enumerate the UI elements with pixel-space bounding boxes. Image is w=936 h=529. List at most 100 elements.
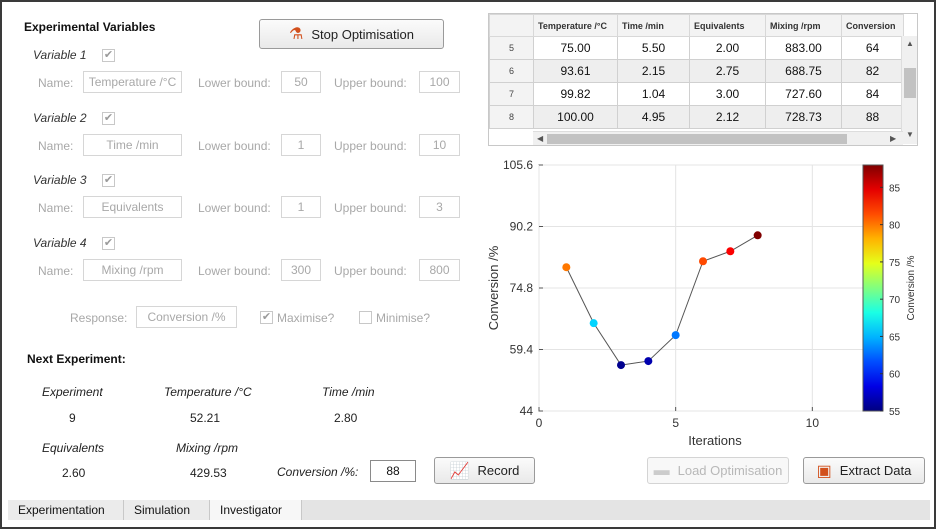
stop-optimisation-button[interactable]: ⚗ Stop Optimisation [259, 19, 444, 49]
colorbar-tick-label: 60 [889, 370, 901, 381]
scroll-up-arrow-icon[interactable]: ▲ [906, 39, 914, 48]
column-header[interactable]: Conversion [841, 14, 904, 37]
x-tick-label: 10 [806, 416, 820, 430]
table-cell[interactable]: 727.60 [765, 82, 842, 106]
upper-bound-field[interactable]: 10 [419, 134, 460, 156]
vertical-scroll-thumb[interactable] [904, 68, 916, 98]
variable-name-field[interactable]: Equivalents [83, 196, 182, 218]
lower-bound-label: Lower bound: [198, 139, 271, 153]
maximise-checkbox[interactable]: ✔ [260, 311, 273, 324]
table-cell[interactable]: 99.82 [533, 82, 618, 106]
row-header[interactable]: 8 [489, 105, 534, 129]
colorbar-tick-label: 70 [889, 295, 901, 306]
table-cell[interactable]: 2.75 [689, 59, 766, 83]
table-cell[interactable]: 5.50 [617, 36, 690, 60]
table-cell[interactable]: 84 [841, 82, 904, 106]
response-field[interactable]: Conversion /% [136, 306, 237, 328]
extract-data-label: Extract Data [839, 463, 912, 478]
lower-bound-field[interactable]: 1 [281, 134, 321, 156]
table-header-row: Temperature /°C Time /min Equivalents Mixin… [489, 14, 904, 37]
table-cell[interactable]: 883.00 [765, 36, 842, 60]
table-cell[interactable]: 64 [841, 36, 904, 60]
table-cell[interactable]: 2.15 [617, 59, 690, 83]
variable-enabled-checkbox[interactable]: ✔ [102, 112, 115, 125]
mixing-value: 429.53 [190, 466, 227, 480]
scroll-down-arrow-icon[interactable]: ▼ [906, 130, 914, 139]
record-button[interactable]: 📈 Record [434, 457, 535, 484]
horizontal-scroll-thumb[interactable] [547, 134, 847, 144]
table-row[interactable]: 6 93.61 2.15 2.75 688.75 82 [489, 59, 904, 83]
variable-enabled-checkbox[interactable]: ✔ [102, 174, 115, 187]
y-tick-label: 90.2 [510, 220, 534, 234]
table-cell[interactable]: 75.00 [533, 36, 618, 60]
x-tick-label: 5 [672, 416, 679, 430]
table-cell[interactable]: 728.73 [765, 105, 842, 129]
y-tick-label: 44 [520, 404, 534, 418]
table-cell[interactable]: 4.95 [617, 105, 690, 129]
table-row[interactable]: 5 75.00 5.50 2.00 883.00 64 [489, 36, 904, 60]
column-header[interactable]: Time /min [617, 14, 690, 37]
maximise-label: Maximise? [277, 311, 335, 325]
table-row[interactable]: 8 100.00 4.95 2.12 728.73 88 [489, 105, 904, 129]
name-label: Name: [38, 264, 74, 278]
variable-label: Variable 1 [33, 48, 87, 62]
lower-bound-field[interactable]: 50 [281, 71, 321, 93]
column-header[interactable] [489, 14, 534, 37]
conversion-input[interactable]: 88 [370, 460, 416, 482]
results-grid: Temperature /°C Time /min Equivalents Mixin… [489, 14, 904, 129]
tab-investigator[interactable]: Investigator [210, 500, 302, 520]
table-cell[interactable]: 88 [841, 105, 904, 129]
scroll-right-arrow-icon[interactable]: ▶ [890, 134, 897, 143]
time-value: 2.80 [334, 411, 358, 425]
colorbar-tick-label: 55 [889, 407, 901, 418]
table-cell[interactable]: 3.00 [689, 82, 766, 106]
load-optimisation-label: Load Optimisation [677, 463, 783, 478]
lower-bound-label: Lower bound: [198, 201, 271, 215]
lower-bound-field[interactable]: 300 [281, 259, 321, 281]
row-header[interactable]: 7 [489, 82, 534, 106]
table-cell[interactable]: 82 [841, 59, 904, 83]
tab-simulation[interactable]: Simulation [124, 500, 210, 520]
variable-enabled-checkbox[interactable]: ✔ [102, 237, 115, 250]
column-header[interactable]: Equivalents [689, 14, 766, 37]
variable-name-field[interactable]: Temperature /°C [83, 71, 182, 93]
time-header: Time /min [322, 385, 375, 399]
table-cell[interactable]: 2.00 [689, 36, 766, 60]
upper-bound-field[interactable]: 800 [419, 259, 460, 281]
stop-optimisation-label: Stop Optimisation [311, 26, 414, 42]
colorbar-tick-label: 65 [889, 332, 901, 343]
data-point [671, 331, 680, 340]
variable-enabled-checkbox[interactable]: ✔ [102, 49, 115, 62]
variable-label: Variable 3 [33, 173, 87, 187]
variable-name-field[interactable]: Mixing /rpm [83, 259, 182, 281]
data-point [726, 247, 735, 256]
variable-name-field[interactable]: Time /min [83, 134, 182, 156]
tab-experimentation[interactable]: Experimentation [8, 500, 124, 520]
temperature-header: Temperature /°C [164, 385, 252, 399]
table-cell[interactable]: 100.00 [533, 105, 618, 129]
equivalents-header: Equivalents [42, 441, 105, 455]
load-optimisation-button[interactable]: ▬ Load Optimisation [647, 457, 789, 484]
x-tick-label: 0 [536, 416, 543, 430]
table-horizontal-scrollbar[interactable]: ◀ ▶ [533, 131, 903, 145]
minimise-checkbox[interactable] [359, 311, 372, 324]
table-cell[interactable]: 688.75 [765, 59, 842, 83]
colorbar-tick-label: 85 [889, 183, 901, 194]
scroll-left-arrow-icon[interactable]: ◀ [537, 134, 544, 143]
variable-label: Variable 2 [33, 111, 87, 125]
table-cell[interactable]: 1.04 [617, 82, 690, 106]
upper-bound-field[interactable]: 100 [419, 71, 460, 93]
column-header[interactable]: Temperature /°C [533, 14, 618, 37]
results-table[interactable]: Temperature /°C Time /min Equivalents Mixin… [488, 13, 918, 146]
upper-bound-field[interactable]: 3 [419, 196, 460, 218]
table-vertical-scrollbar[interactable]: ▲ ▼ [901, 36, 917, 144]
column-header[interactable]: Mixing /rpm [765, 14, 842, 37]
upper-bound-label: Upper bound: [334, 76, 407, 90]
extract-data-button[interactable]: ▣ Extract Data [803, 457, 925, 484]
table-cell[interactable]: 93.61 [533, 59, 618, 83]
table-row[interactable]: 7 99.82 1.04 3.00 727.60 84 [489, 82, 904, 106]
row-header[interactable]: 6 [489, 59, 534, 83]
row-header[interactable]: 5 [489, 36, 534, 60]
lower-bound-field[interactable]: 1 [281, 196, 321, 218]
table-cell[interactable]: 2.12 [689, 105, 766, 129]
